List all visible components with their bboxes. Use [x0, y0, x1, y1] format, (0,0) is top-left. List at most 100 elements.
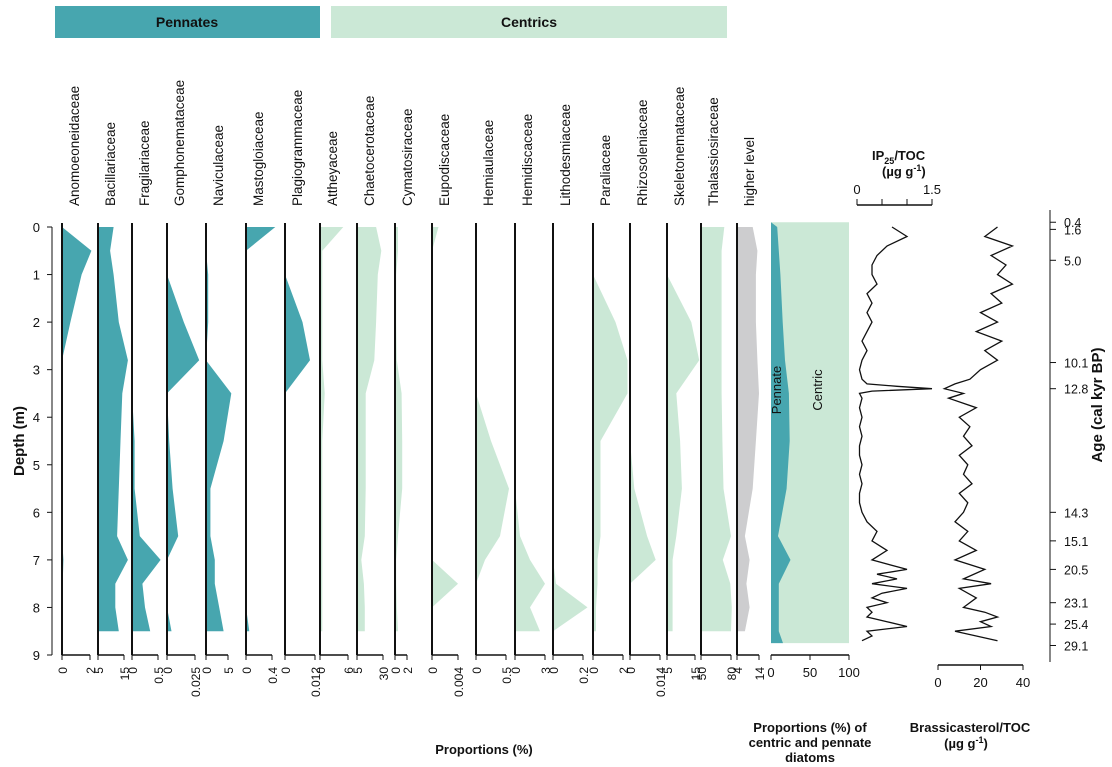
pennate-area [771, 222, 791, 644]
taxon-area [593, 227, 628, 632]
brassicasterol-axis-title: Brassicasterol/TOC [910, 720, 1031, 735]
taxon-tick-label: 5 [661, 667, 675, 674]
age-tick-label: 15.1 [1064, 535, 1088, 549]
taxon-name: Mastogloiaceae [251, 111, 266, 206]
taxon-tick-label: 15 [689, 667, 703, 681]
taxon-tick-label: 0 [470, 667, 484, 674]
taxon-tick-label: 0 [509, 667, 523, 674]
taxon-name: Naviculaceae [211, 125, 226, 206]
taxon-tick-label: 0.5 [500, 667, 514, 684]
taxon-tick-label: 0 [126, 667, 140, 674]
centrics-header-bar [331, 6, 727, 38]
taxon-area [62, 227, 92, 632]
summary-tick-label: 100 [838, 665, 860, 680]
taxon-tick-label: 0 [547, 667, 561, 674]
summary-axis-title: Proportions (%) of [753, 720, 867, 735]
depth-tick-label: 2 [33, 315, 40, 330]
brassicasterol-tick-label: 20 [973, 675, 987, 690]
taxon-tick-label: 6 [342, 667, 356, 674]
taxon-tick-label: 30 [377, 667, 391, 681]
brassicasterol-series-line [942, 226, 1015, 642]
taxon-tick-label: 3 [539, 667, 553, 674]
age-tick-label: 10.1 [1064, 357, 1088, 371]
depth-tick-label: 8 [33, 600, 40, 615]
depth-tick-label: 4 [33, 410, 40, 425]
taxon-name: Attheyaceae [325, 131, 340, 206]
summary-tick-label: 50 [803, 665, 817, 680]
taxon-area [630, 227, 656, 632]
depth-tick-label: 6 [33, 505, 40, 520]
taxon-name: Hemidiscaceae [520, 114, 535, 206]
taxon-name: Hemiaulaceae [481, 120, 496, 206]
taxon-area [357, 227, 382, 632]
taxon-tick-label: 0 [279, 667, 293, 674]
taxon-name: higher level [742, 137, 757, 206]
centrics-header-label: Centrics [501, 14, 557, 30]
depth-tick-label: 7 [33, 553, 40, 568]
taxon-name: Rhizosoleniaceae [635, 99, 650, 206]
taxon-tick-label: 0 [587, 667, 601, 674]
taxon-tick-label: 15 [118, 667, 132, 681]
ip25-axis-unit: (µg g-1) [882, 163, 926, 179]
taxon-tick-label: 2 [84, 667, 98, 674]
taxon-tick-label: 0 [624, 667, 638, 674]
taxon-name: Paraliaceae [598, 135, 613, 206]
summary-axis-title: diatoms [785, 750, 835, 765]
taxon-tick-label: 2 [401, 667, 415, 674]
taxon-tick-label: 5 [222, 667, 236, 674]
taxon-name: Cymatosiraceae [400, 108, 415, 206]
proportions-axis-title: Proportions (%) [435, 742, 533, 757]
depth-tick-label: 1 [33, 268, 40, 283]
taxon-tick-label: 0.014 [654, 667, 668, 697]
taxon-name: Anomoeoneidaceae [67, 86, 82, 206]
brassicasterol-tick-label: 40 [1016, 675, 1030, 690]
taxon-tick-label: 0 [240, 667, 254, 674]
age-tick-label: 12.8 [1064, 383, 1088, 397]
taxon-area [515, 227, 545, 632]
taxon-tick-label: 0.004 [452, 667, 466, 697]
depth-tick-label: 9 [33, 648, 40, 663]
age-tick-label: 14.3 [1064, 506, 1088, 520]
taxon-tick-label: 80 [725, 667, 739, 681]
depth-axis-title: Depth (m) [11, 406, 28, 476]
age-tick-label: 20.5 [1064, 563, 1088, 577]
depth-tick-label: 0 [33, 220, 40, 235]
depth-tick-label: 3 [33, 363, 40, 378]
taxon-tick-label: 0 [389, 667, 403, 674]
pennates-header-label: Pennates [156, 14, 218, 30]
age-tick-label: 29.1 [1064, 639, 1088, 653]
taxon-area [553, 227, 588, 632]
taxon-tick-label: 0 [56, 667, 70, 674]
age-tick-label: 23.1 [1064, 597, 1088, 611]
taxon-area [132, 227, 161, 632]
age-tick-label: 0.4 [1064, 216, 1081, 230]
pennate-area-label: Pennate [769, 366, 784, 414]
taxon-area [701, 227, 732, 632]
taxon-name: Gomphonemataceae [172, 80, 187, 206]
taxon-name: Fragilariaceae [137, 120, 152, 206]
taxon-tick-label: 0.2 [577, 667, 591, 684]
taxon-area [737, 227, 759, 632]
taxon-area [98, 227, 128, 632]
taxon-name: Lithodesmiaceae [558, 104, 573, 206]
taxon-name: Thalassiosiraceae [706, 97, 721, 206]
brassicasterol-axis-unit: (µg g-1) [944, 735, 988, 751]
summary-tick-label: 0 [767, 665, 774, 680]
taxon-area [246, 227, 276, 632]
taxon-tick-label: 0 [161, 667, 175, 674]
taxon-area [285, 227, 310, 632]
taxon-area [432, 227, 458, 632]
age-tick-label: 1.6 [1064, 223, 1081, 237]
taxon-name: Skeletonemataceae [672, 87, 687, 206]
taxon-tick-label: 5 [351, 667, 365, 674]
taxon-tick-label: 0 [426, 667, 440, 674]
taxon-area [395, 227, 403, 632]
taxon-area [320, 227, 344, 632]
taxon-name: Eupodiscaceae [437, 114, 452, 206]
age-axis-title: Age (cal kyr BP) [1089, 347, 1106, 462]
taxon-tick-label: 0 [200, 667, 214, 674]
taxon-area [667, 227, 700, 632]
depth-tick-label: 5 [33, 458, 40, 473]
taxon-tick-label: 0.025 [189, 667, 203, 697]
